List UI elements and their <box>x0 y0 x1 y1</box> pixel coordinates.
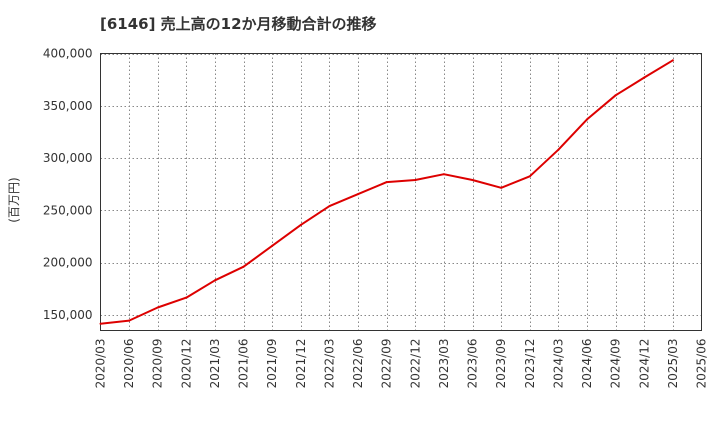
x-tick-label: 2022/12 <box>408 339 422 389</box>
x-tick-label: 2020/06 <box>122 339 136 389</box>
x-axis-ticks: 2020/03 2020/06 2020/09 2020/12 2021/03 2021/… <box>94 338 709 388</box>
chart-title: [6146] 売上高の12か月移動合計の推移 <box>100 15 377 33</box>
data-point <box>586 118 588 121</box>
data-point <box>385 181 388 184</box>
data-point <box>557 148 560 151</box>
y-tick-label: 150,000 <box>43 308 93 322</box>
x-tick-label: 2022/03 <box>322 339 336 389</box>
x-tick-label: 2021/12 <box>294 339 308 389</box>
x-tick-label: 2021/06 <box>237 339 251 389</box>
x-tick-label: 2024/03 <box>551 339 565 389</box>
x-tick-label: 2020/12 <box>179 339 193 389</box>
data-point <box>414 179 417 181</box>
x-tick-label: 2021/03 <box>208 339 222 389</box>
x-tick-label: 2023/09 <box>494 338 508 388</box>
data-point <box>242 265 245 268</box>
plot-frame <box>100 53 702 331</box>
y-tick-label: 200,000 <box>43 256 93 270</box>
data-point <box>328 205 331 208</box>
x-tick-label: 2020/09 <box>151 339 165 389</box>
x-tick-label: 2024/09 <box>609 339 623 389</box>
y-tick-label: 300,000 <box>43 151 93 165</box>
x-tick-label: 2025/06 <box>695 339 709 389</box>
x-tick-label: 2024/06 <box>580 339 594 389</box>
x-tick-label: 2020/03 <box>94 339 108 389</box>
x-tick-label: 2024/12 <box>637 339 651 389</box>
data-point <box>156 306 159 309</box>
data-point <box>185 296 188 299</box>
x-tick-label: 2025/03 <box>666 339 680 389</box>
y-axis-label: (百万円) <box>7 177 21 222</box>
data-point <box>671 59 674 62</box>
data-point <box>500 186 503 189</box>
x-tick-label: 2023/12 <box>523 339 537 389</box>
data-point <box>643 76 646 79</box>
x-tick-label: 2023/06 <box>466 339 480 389</box>
data-point <box>299 223 302 226</box>
data-point <box>128 319 131 322</box>
y-tick-label: 350,000 <box>43 99 93 113</box>
series-layer <box>99 59 674 325</box>
y-tick-label: 250,000 <box>43 203 93 217</box>
data-point <box>614 94 617 97</box>
x-tick-label: 2023/03 <box>437 339 451 389</box>
data-point <box>357 193 360 196</box>
x-tick-label: 2022/06 <box>351 339 365 389</box>
y-tick-label: 400,000 <box>43 47 93 61</box>
x-tick-label: 2021/09 <box>265 339 279 389</box>
data-point <box>528 175 531 178</box>
x-tick-label: 2022/09 <box>380 339 394 389</box>
data-point <box>271 244 274 247</box>
data-point <box>442 173 445 176</box>
data-point <box>214 279 216 282</box>
data-point <box>99 322 102 325</box>
y-axis-ticks: 150,000 200,000 250,000 300,000 350,000 400,0… <box>43 47 93 322</box>
plot-background <box>100 53 702 331</box>
data-point <box>471 179 474 181</box>
